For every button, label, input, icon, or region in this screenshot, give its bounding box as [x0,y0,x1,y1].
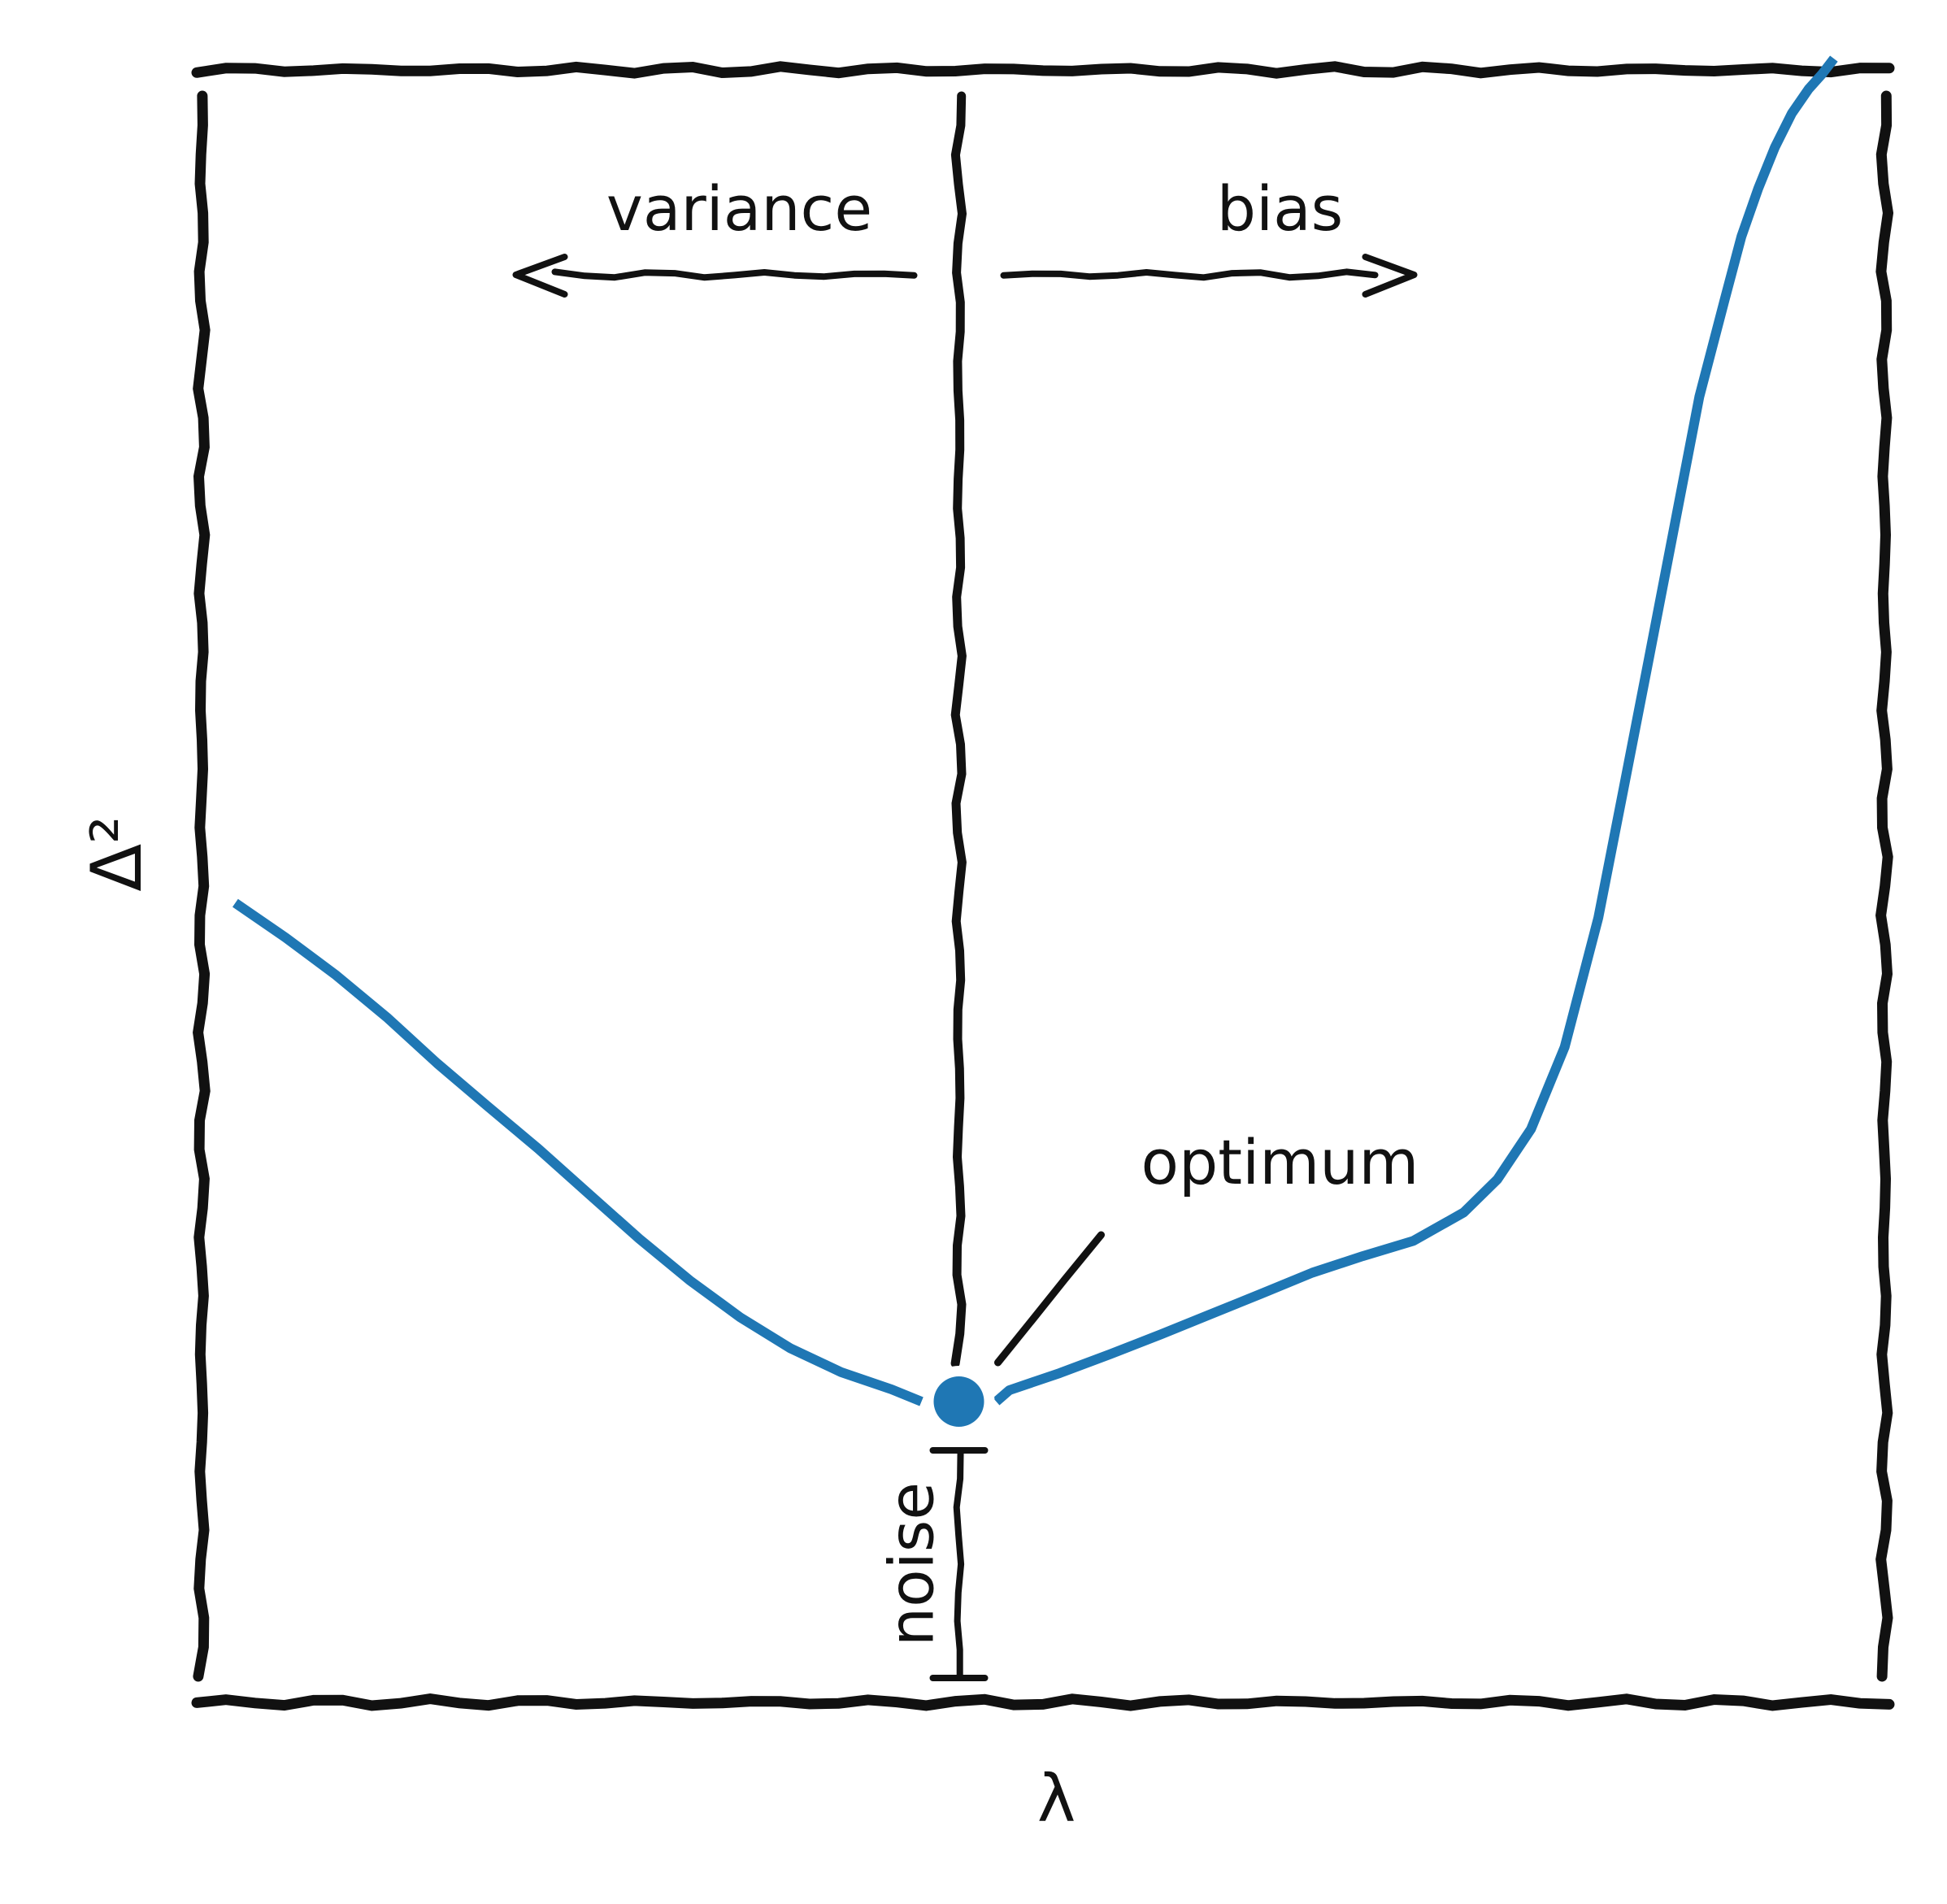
plot-frame [191,61,1895,1711]
series-line-left [233,898,924,1406]
optimum-pointer-line [994,1231,1105,1367]
optimum-marker [933,1376,984,1427]
frame-bottom [191,1693,1895,1711]
bias-arrow [1000,254,1418,298]
variance-label: variance [606,172,872,245]
frame-right [1875,90,1894,1682]
y-axis-label: Δ² [76,815,158,891]
noise-label: noise [876,1482,948,1646]
optimum-divider-line [950,91,967,1368]
frame-left [193,90,211,1682]
bias-label: bias [1217,172,1344,245]
x-axis-label: λ [1037,1761,1076,1837]
series-layer [233,55,1838,1406]
noise-bracket [929,1447,989,1681]
variance-arrow [512,254,918,298]
frame-top [191,61,1895,79]
series-line-right [993,55,1838,1406]
optimum-label: optimum [1141,1126,1419,1198]
